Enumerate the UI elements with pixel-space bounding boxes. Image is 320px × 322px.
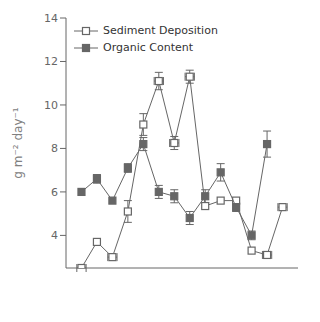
- svg-text:4: 4: [51, 229, 58, 242]
- svg-text:14: 14: [44, 12, 58, 25]
- svg-text:8: 8: [51, 142, 58, 155]
- svg-text:6: 6: [51, 186, 58, 199]
- html-text:Sediment Deposition: Sediment Deposition: [103, 24, 218, 37]
- svg-text:g m⁻² day⁻¹: g m⁻² day⁻¹: [11, 107, 25, 178]
- svg-text:12: 12: [44, 55, 58, 68]
- html-text:Organic Content: Organic Content: [103, 41, 193, 54]
- svg-text:10: 10: [44, 99, 58, 112]
